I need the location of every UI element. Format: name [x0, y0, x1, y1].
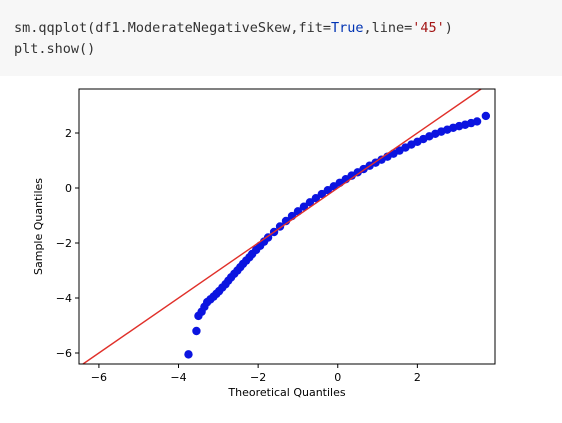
- code-text: ): [444, 20, 453, 36]
- plot-frame: [78, 88, 496, 365]
- x-tick-label: −6: [91, 371, 107, 384]
- y-tick-label: −4: [56, 292, 72, 305]
- code-text: ,line=: [363, 20, 413, 36]
- x-tick-label: −4: [170, 371, 186, 384]
- qq-plot: −6 −4 −2 0 2 −6−4−202 Theoretical Quantiles …: [32, 88, 496, 399]
- x-tick-label: −2: [250, 371, 266, 384]
- x-axis-label: Theoretical Quantiles: [227, 386, 345, 399]
- y-tick-label: −2: [56, 237, 72, 250]
- code-string: '45': [412, 20, 445, 36]
- y-axis: −6 −4 −2 0 2: [56, 127, 79, 360]
- data-point: [323, 186, 333, 195]
- reference-line-45: [82, 88, 482, 365]
- data-point: [311, 193, 321, 203]
- data-point: [481, 111, 491, 121]
- data-point: [184, 350, 193, 359]
- data-point: [472, 117, 482, 126]
- data-point: [192, 326, 201, 336]
- y-tick-label: 2: [65, 127, 72, 140]
- y-axis-label: Sample Quantiles: [32, 178, 45, 275]
- y-tick-label: −6: [56, 347, 72, 360]
- code-keyword: True: [330, 20, 364, 36]
- code-cell[interactable]: sm.qqplot(df1.ModerateNegativeSkew,fit=T…: [0, 0, 562, 76]
- code-text: sm.qqplot(df1.ModerateNegativeSkew,fit=: [14, 20, 331, 36]
- x-tick-label: 2: [414, 371, 421, 384]
- data-point: [317, 189, 327, 199]
- code-line-1: sm.qqplot(df1.ModerateNegativeSkew,fit=T…: [14, 18, 562, 39]
- y-tick-label: 0: [65, 182, 72, 195]
- scatter-series: [184, 111, 491, 359]
- code-line-2: plt.show(): [14, 41, 96, 57]
- x-axis: −6 −4 −2 0 2: [91, 364, 421, 384]
- data-point: [305, 198, 315, 207]
- x-tick-label: 0: [334, 371, 341, 384]
- data-point: [299, 202, 309, 211]
